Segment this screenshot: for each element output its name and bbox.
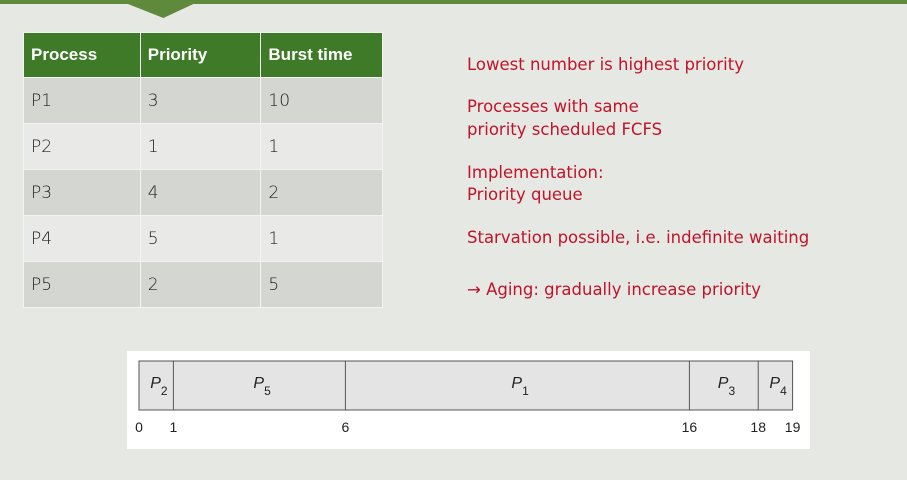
process-table: Process Priority Burst time P1 3 10 P2 1… — [23, 32, 383, 308]
gantt-tick-label: 16 — [682, 419, 698, 435]
cell-priority: 2 — [139, 261, 262, 308]
table-row: P4 5 1 — [23, 215, 383, 262]
cell-process: P5 — [23, 261, 141, 308]
cell-process: P3 — [23, 169, 141, 216]
gantt-bar — [138, 360, 794, 411]
cell-burst-time: 10 — [260, 77, 383, 124]
table-row: P1 3 10 — [23, 77, 383, 124]
cell-burst-time: 5 — [260, 261, 383, 308]
cell-process: P2 — [23, 123, 141, 170]
gantt-tick-label: 19 — [785, 419, 801, 435]
header-burst-time: Burst time — [260, 32, 383, 78]
table-row: P3 4 2 — [23, 169, 383, 216]
note-implementation-line1: Implementation: — [467, 163, 604, 182]
header-priority: Priority — [139, 32, 262, 78]
cell-burst-time: 1 — [260, 215, 383, 262]
cell-burst-time: 2 — [260, 169, 383, 216]
top-accent-bar — [0, 0, 907, 4]
gantt-tick-label: 18 — [750, 419, 766, 435]
table-row: P2 1 1 — [23, 123, 383, 170]
note-aging: → Aging: gradually increase priority — [467, 280, 762, 299]
table-header-row: Process Priority Burst time — [23, 32, 383, 78]
note-lowest-priority: Lowest number is highest priority — [467, 55, 744, 74]
table-row: P5 2 5 — [23, 261, 383, 308]
note-implementation-line2: Priority queue — [467, 185, 583, 204]
gantt-chart: P2 P5 P1 P3 P4 0 1 6 16 18 19 — [127, 351, 810, 449]
cell-priority: 1 — [139, 123, 262, 170]
cell-priority: 3 — [139, 77, 262, 124]
header-process: Process — [23, 32, 141, 78]
note-starvation: Starvation possible, i.e. indefinite wai… — [467, 228, 810, 247]
note-same-priority-line2: priority scheduled FCFS — [467, 120, 663, 139]
top-accent-notch — [118, 0, 202, 18]
gantt-svg: P2 P5 P1 P3 P40 1 6 16 18 19 — [135, 360, 801, 435]
gantt-tick-label: 1 — [170, 419, 178, 435]
gantt-tick-label: 0 — [135, 419, 143, 435]
gantt-tick-label: 6 — [342, 419, 350, 435]
cell-process: P1 — [23, 77, 141, 124]
note-same-priority-line1: Processes with same — [467, 97, 639, 116]
cell-process: P4 — [23, 215, 141, 262]
cell-priority: 4 — [139, 169, 262, 216]
cell-priority: 5 — [139, 215, 262, 262]
cell-burst-time: 1 — [260, 123, 383, 170]
